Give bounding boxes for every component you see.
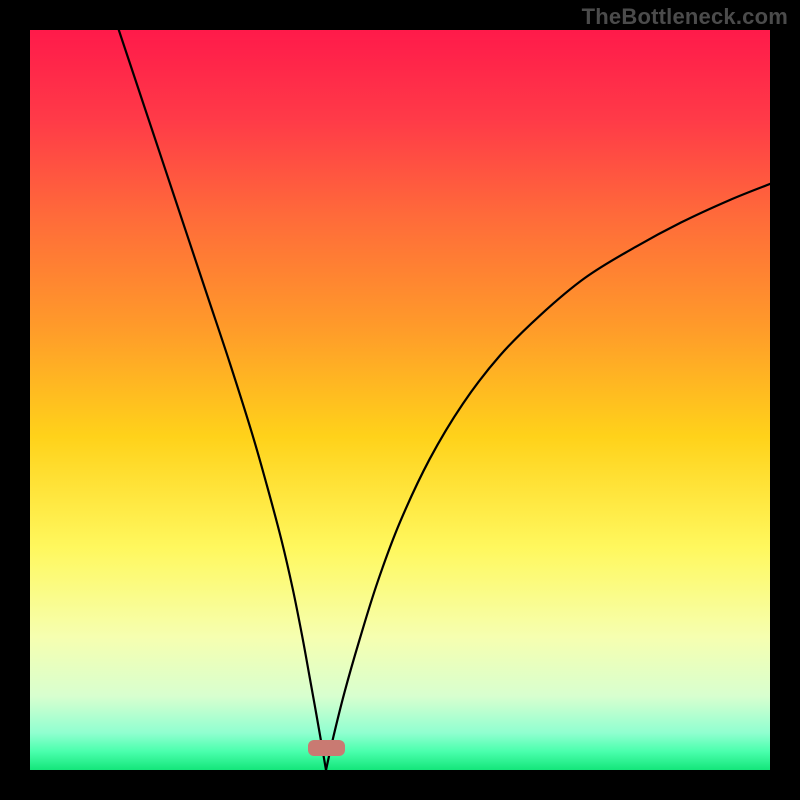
chart-frame: TheBottleneck.com (0, 0, 800, 800)
optimal-marker (308, 740, 345, 756)
bottleneck-curve (30, 30, 770, 770)
watermark-text: TheBottleneck.com (582, 4, 788, 30)
plot-area (30, 30, 770, 770)
